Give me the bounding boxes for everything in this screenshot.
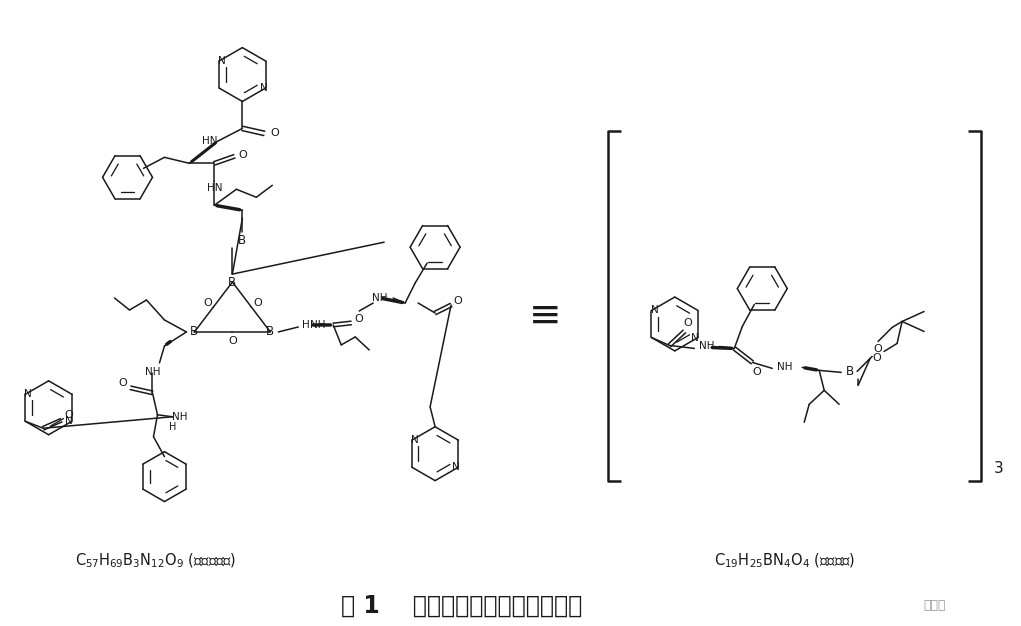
Text: N: N xyxy=(451,462,459,472)
Text: O: O xyxy=(683,319,692,329)
Text: 3: 3 xyxy=(993,461,1004,476)
Text: 凡默谷: 凡默谷 xyxy=(923,599,945,612)
Text: N: N xyxy=(650,304,659,314)
Text: O: O xyxy=(228,336,237,346)
Text: N: N xyxy=(65,416,72,426)
Text: O: O xyxy=(253,298,261,308)
Text: ≡: ≡ xyxy=(529,297,562,335)
Text: O: O xyxy=(453,296,463,306)
Text: C$_{57}$H$_{69}$B$_3$N$_{12}$O$_9$ (三聚硼酸酯): C$_{57}$H$_{69}$B$_3$N$_{12}$O$_9$ (三聚硼酸… xyxy=(75,552,236,570)
Text: B: B xyxy=(846,365,855,378)
Text: O: O xyxy=(238,150,247,160)
Text: O: O xyxy=(751,367,761,377)
Text: NH: NH xyxy=(778,362,793,372)
Text: N: N xyxy=(217,56,226,66)
Text: NH: NH xyxy=(698,341,714,351)
Text: N: N xyxy=(25,389,32,399)
Text: B: B xyxy=(266,326,275,339)
Text: NH: NH xyxy=(373,293,388,303)
Text: NH: NH xyxy=(145,367,160,377)
Text: NH: NH xyxy=(173,412,188,422)
Text: O: O xyxy=(203,298,211,308)
Text: O: O xyxy=(118,378,127,388)
Text: N: N xyxy=(410,435,419,445)
Text: B: B xyxy=(190,326,198,339)
Text: N: N xyxy=(259,83,268,93)
Text: O: O xyxy=(874,344,882,354)
Text: HN: HN xyxy=(206,183,223,193)
Text: O: O xyxy=(270,128,279,138)
Text: N: N xyxy=(691,334,699,344)
Text: HN: HN xyxy=(202,136,217,146)
Text: C$_{19}$H$_{25}$BN$_4$O$_4$ (硼酸形式): C$_{19}$H$_{25}$BN$_4$O$_4$ (硼酸形式) xyxy=(714,552,856,570)
Text: B: B xyxy=(229,275,237,289)
Text: H: H xyxy=(169,422,177,432)
Text: NH: NH xyxy=(310,320,326,330)
Text: O: O xyxy=(65,410,74,420)
Text: B: B xyxy=(238,233,246,247)
Text: H: H xyxy=(302,320,310,330)
Text: 图 1    硼替佐米三聚体和单体结构: 图 1 硼替佐米三聚体和单体结构 xyxy=(341,593,583,617)
Text: O: O xyxy=(873,354,881,364)
Text: O: O xyxy=(355,314,363,324)
